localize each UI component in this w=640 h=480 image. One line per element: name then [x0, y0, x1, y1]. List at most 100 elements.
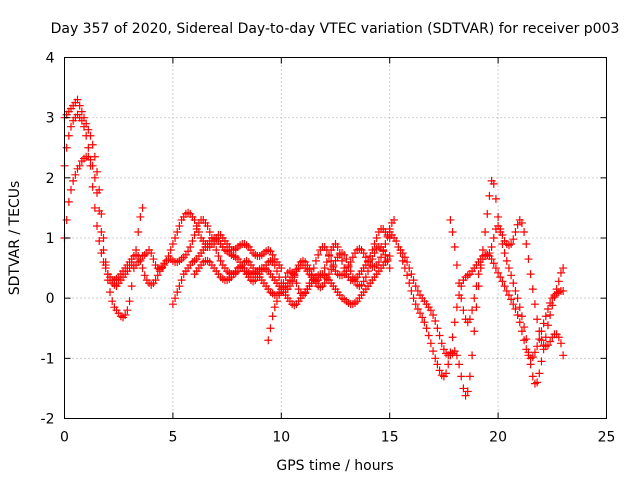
data-point: [400, 253, 409, 262]
data-point: [489, 179, 498, 188]
data-point: [134, 227, 143, 236]
data-point: [409, 276, 418, 285]
data-point: [173, 227, 182, 236]
data-point: [535, 335, 544, 344]
data-point: [524, 255, 533, 264]
data-point: [333, 243, 342, 252]
data-point: [507, 295, 516, 304]
data-point: [442, 369, 451, 378]
data-point: [463, 387, 472, 396]
data-point: [483, 209, 492, 218]
data-point: [285, 282, 294, 291]
data-point: [90, 203, 99, 212]
data-point: [368, 255, 377, 264]
data-point: [149, 255, 158, 264]
data-point: [450, 318, 459, 327]
data-point: [127, 282, 136, 291]
data-point: [444, 360, 453, 369]
data-point: [418, 313, 427, 322]
data-point: [84, 125, 93, 134]
data-point: [537, 357, 546, 366]
data-point: [123, 306, 132, 315]
data-point: [266, 256, 275, 265]
data-point: [459, 384, 468, 393]
data-point: [504, 264, 513, 273]
data-point: [548, 301, 557, 310]
data-point: [433, 360, 442, 369]
data-point: [491, 194, 500, 203]
data-point: [481, 227, 490, 236]
data-point: [112, 274, 121, 283]
data-point: [305, 265, 314, 274]
data-point: [168, 300, 177, 309]
data-point: [344, 262, 353, 271]
data-points: [60, 95, 568, 400]
data-point: [539, 319, 548, 328]
y-tick-label: -1: [41, 351, 55, 367]
y-axis-label: SDTVAR / TECUs: [7, 181, 23, 296]
data-point: [403, 258, 412, 267]
data-point: [242, 256, 251, 265]
data-point: [485, 191, 494, 200]
x-tick-label: 15: [381, 430, 399, 446]
data-point: [80, 122, 89, 131]
data-point: [530, 300, 539, 309]
data-point: [86, 161, 95, 170]
data-point: [138, 203, 147, 212]
data-point: [290, 301, 299, 310]
data-point: [491, 264, 500, 273]
data-point: [266, 247, 275, 256]
data-point: [305, 279, 314, 288]
data-point: [77, 107, 86, 116]
data-point: [517, 327, 526, 336]
data-point: [478, 246, 487, 255]
data-point: [73, 95, 82, 104]
data-point: [64, 197, 73, 206]
data-point: [288, 268, 297, 277]
data-point: [188, 237, 197, 246]
data-point: [528, 372, 537, 381]
data-point: [429, 311, 438, 320]
data-point: [357, 280, 366, 289]
data-point: [452, 351, 461, 360]
data-point: [546, 311, 555, 320]
data-point: [485, 249, 494, 258]
data-point: [147, 249, 156, 258]
data-point: [67, 185, 76, 194]
data-point: [212, 246, 221, 255]
data-point: [543, 304, 552, 313]
data-point: [140, 271, 149, 280]
data-point: [543, 341, 552, 350]
data-point: [437, 371, 446, 380]
data-point: [184, 208, 193, 217]
data-point: [487, 255, 496, 264]
data-point: [346, 258, 355, 267]
data-point: [517, 312, 526, 321]
data-point: [177, 276, 186, 285]
data-point: [262, 265, 271, 274]
data-point: [272, 267, 281, 276]
data-point: [166, 246, 175, 255]
data-point: [420, 318, 429, 327]
data-point: [95, 206, 104, 215]
data-point: [461, 391, 470, 400]
data-point: [351, 298, 360, 307]
data-point: [309, 264, 318, 273]
data-point: [515, 303, 524, 312]
data-point: [448, 227, 457, 236]
data-point: [405, 264, 414, 273]
data-point: [537, 336, 546, 345]
data-point: [171, 234, 180, 242]
data-point: [311, 256, 320, 265]
x-axis-label: GPS time / hours: [276, 458, 393, 474]
data-point: [450, 347, 459, 356]
data-point: [101, 264, 110, 273]
y-tick-label: 3: [46, 111, 55, 127]
data-point: [338, 271, 347, 280]
data-point: [450, 243, 459, 252]
data-point: [320, 271, 329, 280]
data-point: [446, 215, 455, 224]
data-point: [431, 354, 440, 363]
data-point: [320, 264, 329, 273]
data-point: [340, 295, 349, 304]
